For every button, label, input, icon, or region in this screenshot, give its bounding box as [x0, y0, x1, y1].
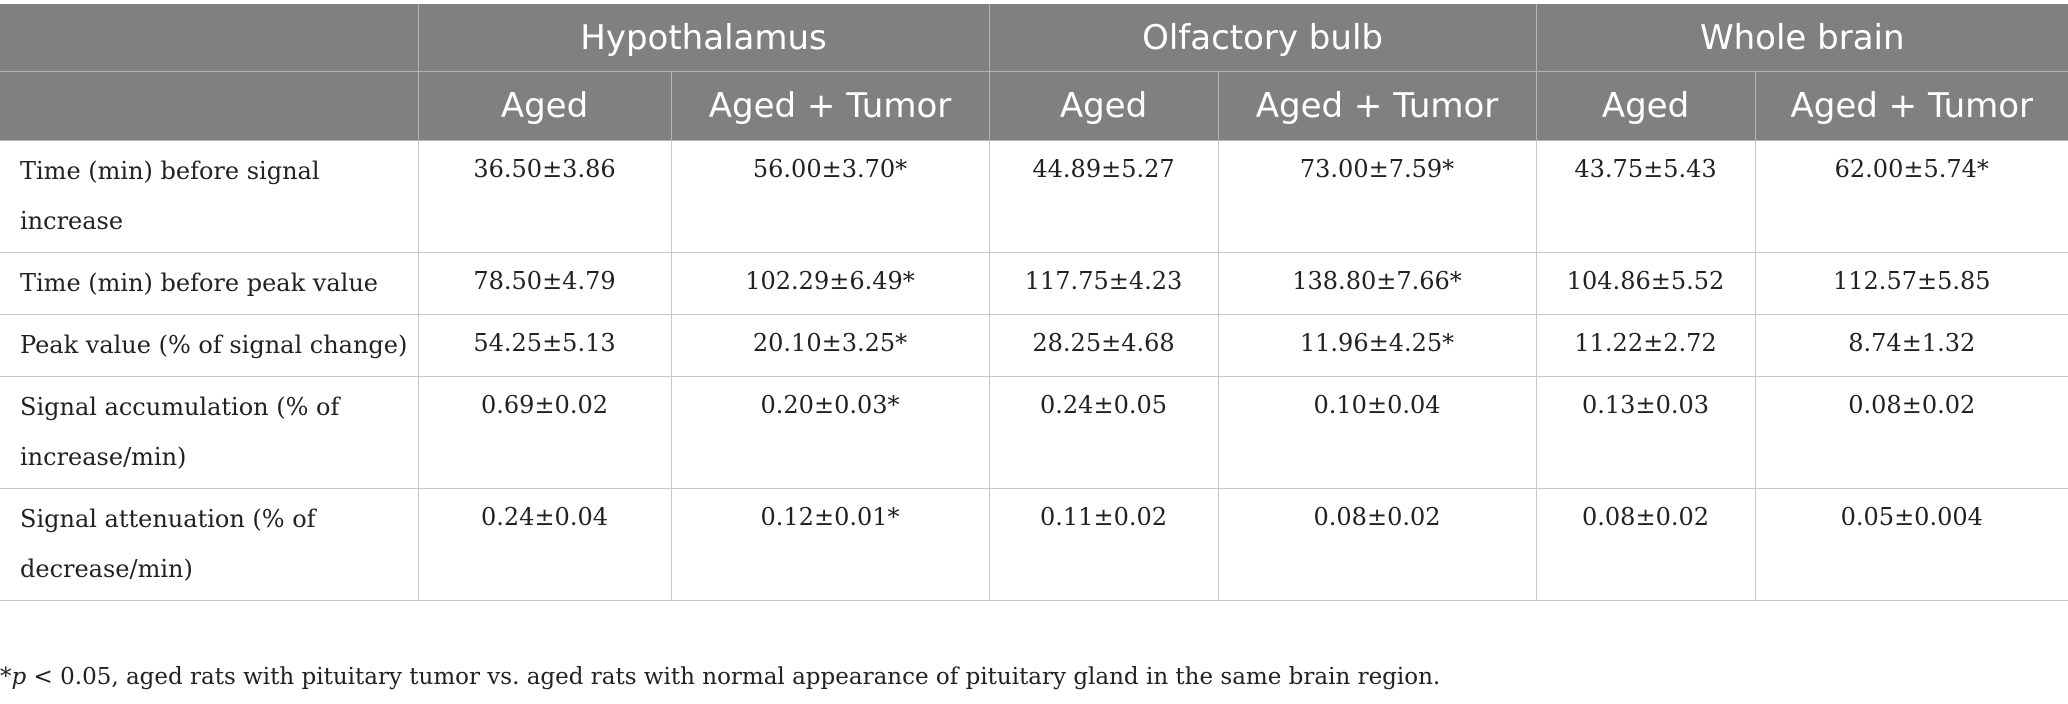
table-cell: 117.75±4.23: [989, 252, 1219, 315]
header-corner-cell: [0, 4, 419, 72]
table-cell: 0.12±0.01*: [671, 488, 990, 601]
row-label: Signal attenuation (% of decrease/min): [0, 488, 419, 601]
table-cell: 0.08±0.02: [1218, 488, 1537, 601]
group-header-whole-brain: Whole brain: [1536, 4, 2068, 72]
table-cell: 28.25±4.68: [989, 314, 1219, 377]
table-row: Signal attenuation (% of decrease/min) 0…: [0, 488, 2068, 601]
table-cell: 62.00±5.74*: [1755, 140, 2068, 253]
table-cell: 78.50±4.79: [418, 252, 672, 315]
table-row: Peak value (% of signal change) 54.25±5.…: [0, 314, 2068, 377]
subheader-cell: Aged + Tumor: [1755, 71, 2068, 141]
table-cell: 0.08±0.02: [1755, 376, 2068, 489]
subheader-corner-cell: [0, 71, 419, 141]
table-cell: 44.89±5.27: [989, 140, 1219, 253]
footnote-text: < 0.05, aged rats with pituitary tumor v…: [26, 664, 1441, 690]
table-cell: 73.00±7.59*: [1218, 140, 1537, 253]
subheader-cell: Aged + Tumor: [1218, 71, 1537, 141]
table-cell: 104.86±5.52: [1536, 252, 1756, 315]
group-header-row: Hypothalamus Olfactory bulb Whole brain: [0, 4, 2068, 72]
table-cell: 43.75±5.43: [1536, 140, 1756, 253]
table-footnote: *p < 0.05, aged rats with pituitary tumo…: [0, 664, 1440, 690]
table-cell: 0.08±0.02: [1536, 488, 1756, 601]
row-label: Time (min) before signal increase: [0, 140, 419, 253]
table-cell: 11.22±2.72: [1536, 314, 1756, 377]
subheader-cell: Aged: [418, 71, 672, 141]
table-row: Time (min) before signal increase 36.50±…: [0, 140, 2068, 253]
footnote-star: *: [0, 664, 12, 690]
table-cell: 112.57±5.85: [1755, 252, 2068, 315]
table-row: Time (min) before peak value 78.50±4.79 …: [0, 252, 2068, 315]
table-cell: 0.69±0.02: [418, 376, 672, 489]
table-cell: 0.20±0.03*: [671, 376, 990, 489]
row-label: Signal accumulation (% of increase/min): [0, 376, 419, 489]
row-label: Time (min) before peak value: [0, 252, 419, 315]
group-header-olfactory-bulb: Olfactory bulb: [989, 4, 1537, 72]
table-cell: 36.50±3.86: [418, 140, 672, 253]
table-cell: 138.80±7.66*: [1218, 252, 1537, 315]
table-cell: 56.00±3.70*: [671, 140, 990, 253]
table-cell: 11.96±4.25*: [1218, 314, 1537, 377]
subheader-row: Aged Aged + Tumor Aged Aged + Tumor Aged…: [0, 71, 2068, 141]
subheader-cell: Aged: [989, 71, 1219, 141]
table-cell: 54.25±5.13: [418, 314, 672, 377]
table-cell: 0.24±0.05: [989, 376, 1219, 489]
subheader-cell: Aged + Tumor: [671, 71, 990, 141]
table-row: Signal accumulation (% of increase/min) …: [0, 376, 2068, 489]
table-cell: 0.05±0.004: [1755, 488, 2068, 601]
subheader-cell: Aged: [1536, 71, 1756, 141]
table-cell: 20.10±3.25*: [671, 314, 990, 377]
data-table: Hypothalamus Olfactory bulb Whole brain …: [0, 4, 2068, 601]
table-cell: 0.11±0.02: [989, 488, 1219, 601]
table-cell: 8.74±1.32: [1755, 314, 2068, 377]
footnote-p-symbol: p: [11, 664, 27, 690]
table-cell: 102.29±6.49*: [671, 252, 990, 315]
table-cell: 0.24±0.04: [418, 488, 672, 601]
table-cell: 0.10±0.04: [1218, 376, 1537, 489]
data-table-container: Hypothalamus Olfactory bulb Whole brain …: [0, 4, 2068, 601]
row-label: Peak value (% of signal change): [0, 314, 419, 377]
table-cell: 0.13±0.03: [1536, 376, 1756, 489]
group-header-hypothalamus: Hypothalamus: [418, 4, 990, 72]
